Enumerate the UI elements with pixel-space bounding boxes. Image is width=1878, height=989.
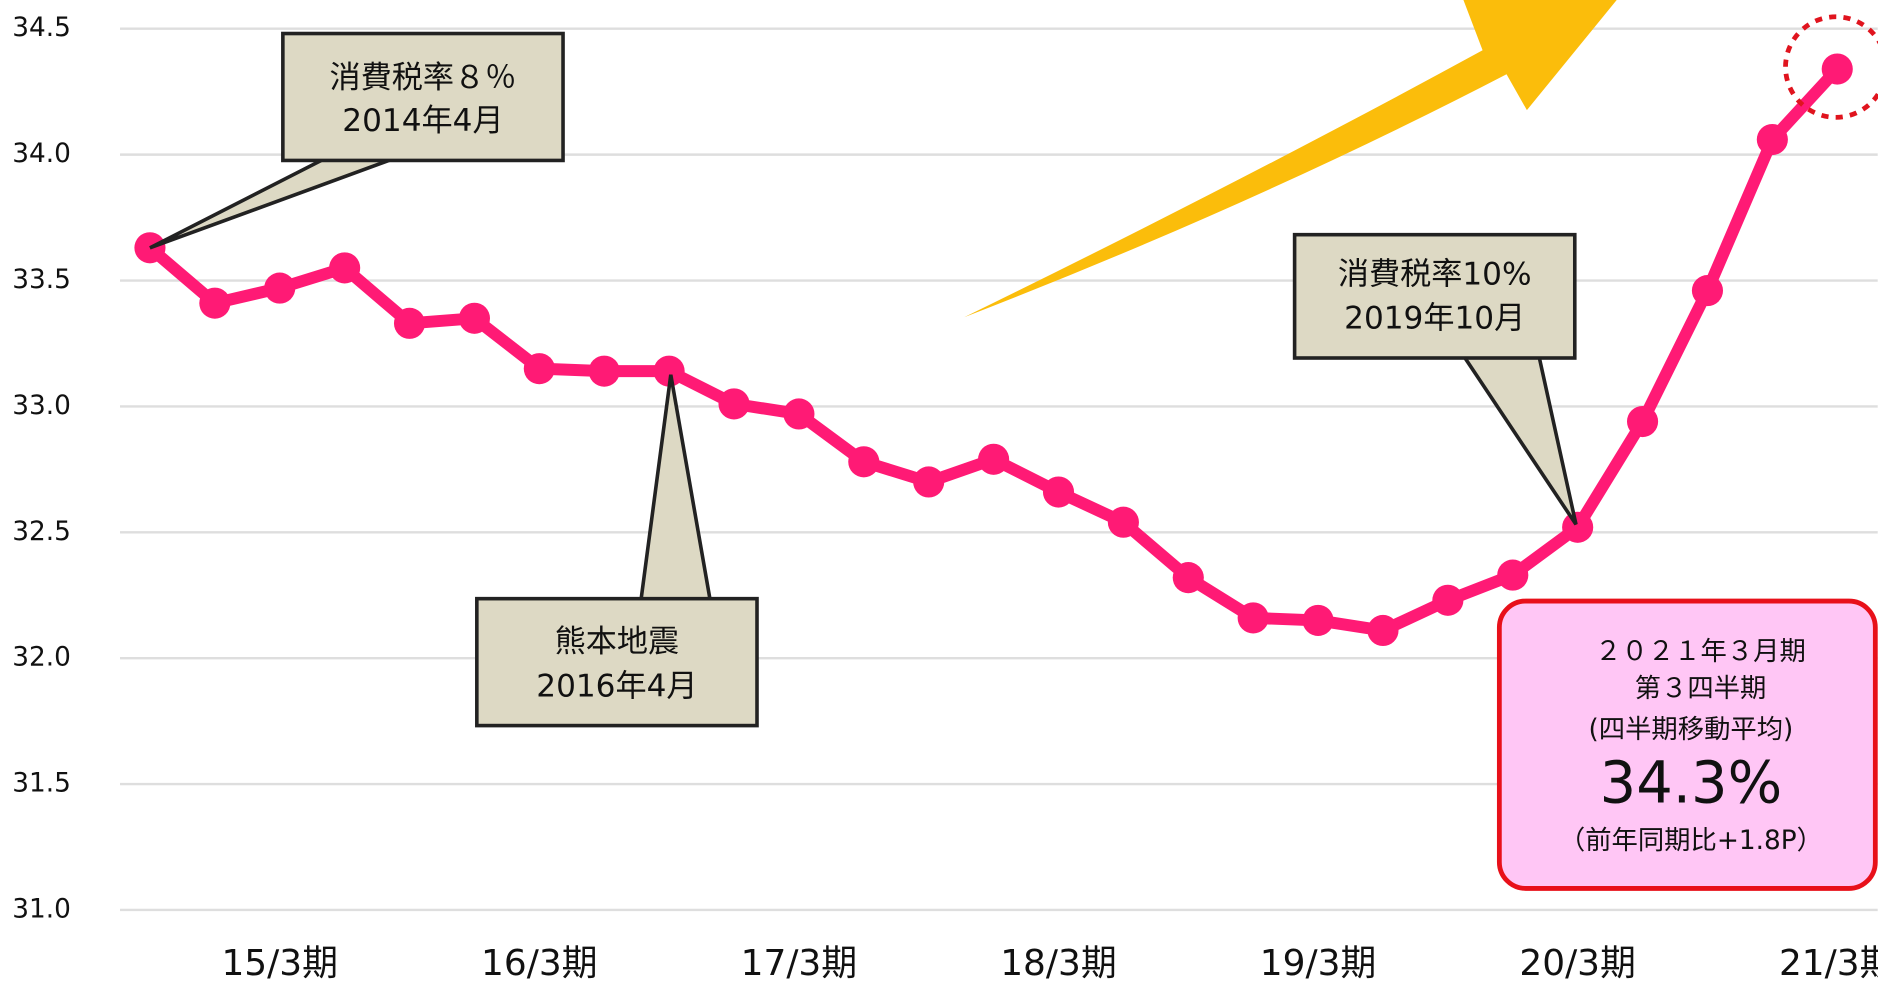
data-point [978,444,1009,475]
data-point [589,356,620,387]
annotation: 熊本地震 [555,624,680,660]
data-point [459,303,490,334]
page: 31.0 31.5 32.0 32.5 33.0 33.5 34.0 34.5 15/3期 16/… [0,0,1878,989]
x-tick-label: 19/3期 [1260,943,1377,984]
data-point [1367,615,1398,646]
x-tick-label: 17/3期 [741,943,858,984]
x-tick-label: 16/3期 [481,943,598,984]
data-point [1108,507,1139,538]
y-tick-label: 33.0 [12,391,71,421]
callout-pointer [1463,356,1576,525]
y-tick-label: 34.5 [12,13,71,43]
data-point [913,466,944,497]
y-tick-label: 31.0 [12,894,71,924]
data-point [1757,124,1788,155]
callout-box [283,34,563,161]
data-point [848,446,879,477]
y-tick-label: 32.5 [12,517,71,547]
annotation: 消費税率10% [1338,256,1532,292]
info-text: （前年同期比+1.8P） [1559,826,1823,856]
data-point [1692,275,1723,306]
data-point [718,388,749,419]
annotation: 2014年4月 [342,103,503,139]
data-point [1432,585,1463,616]
data-point [1497,560,1528,591]
data-point [1043,476,1074,507]
x-tick-label: 18/3期 [1000,943,1117,984]
data-point [783,398,814,429]
data-point [1238,602,1269,633]
data-point [199,288,230,319]
y-tick-label: 32.0 [12,643,71,673]
data-point [264,273,295,304]
data-point [1562,512,1593,543]
data-point [1303,605,1334,636]
annotation: 消費税率８％ [330,60,517,96]
x-tick-label: 20/3期 [1519,943,1636,984]
annotation: 2016年4月 [536,668,697,704]
y-tick-label: 33.5 [12,265,71,295]
data-point [1173,562,1204,593]
callout-box [477,599,757,726]
data-point [394,308,425,339]
callout-box [1295,235,1575,358]
y-tick-label: 31.5 [12,769,71,799]
y-tick-label: 34.0 [12,139,71,169]
info-text: 第３四半期 [1635,674,1767,704]
chart: 31.0 31.5 32.0 32.5 33.0 33.5 34.0 34.5 15/3期 16/… [0,0,1878,989]
data-point [524,353,555,384]
data-point [1822,53,1853,84]
info-text: ２０２１年３月期 [1595,637,1806,667]
info-text: (四半期移動平均) [1589,715,1794,745]
data-point [329,252,360,283]
info-value: 34.3% [1600,749,1783,816]
data-point [1627,406,1658,437]
annotation: 2019年10月 [1344,301,1525,337]
callout-pointer [641,375,710,601]
x-tick-label: 21/3期 [1779,943,1878,984]
x-tick-label: 15/3期 [221,943,338,984]
callout-pointer [150,158,395,248]
